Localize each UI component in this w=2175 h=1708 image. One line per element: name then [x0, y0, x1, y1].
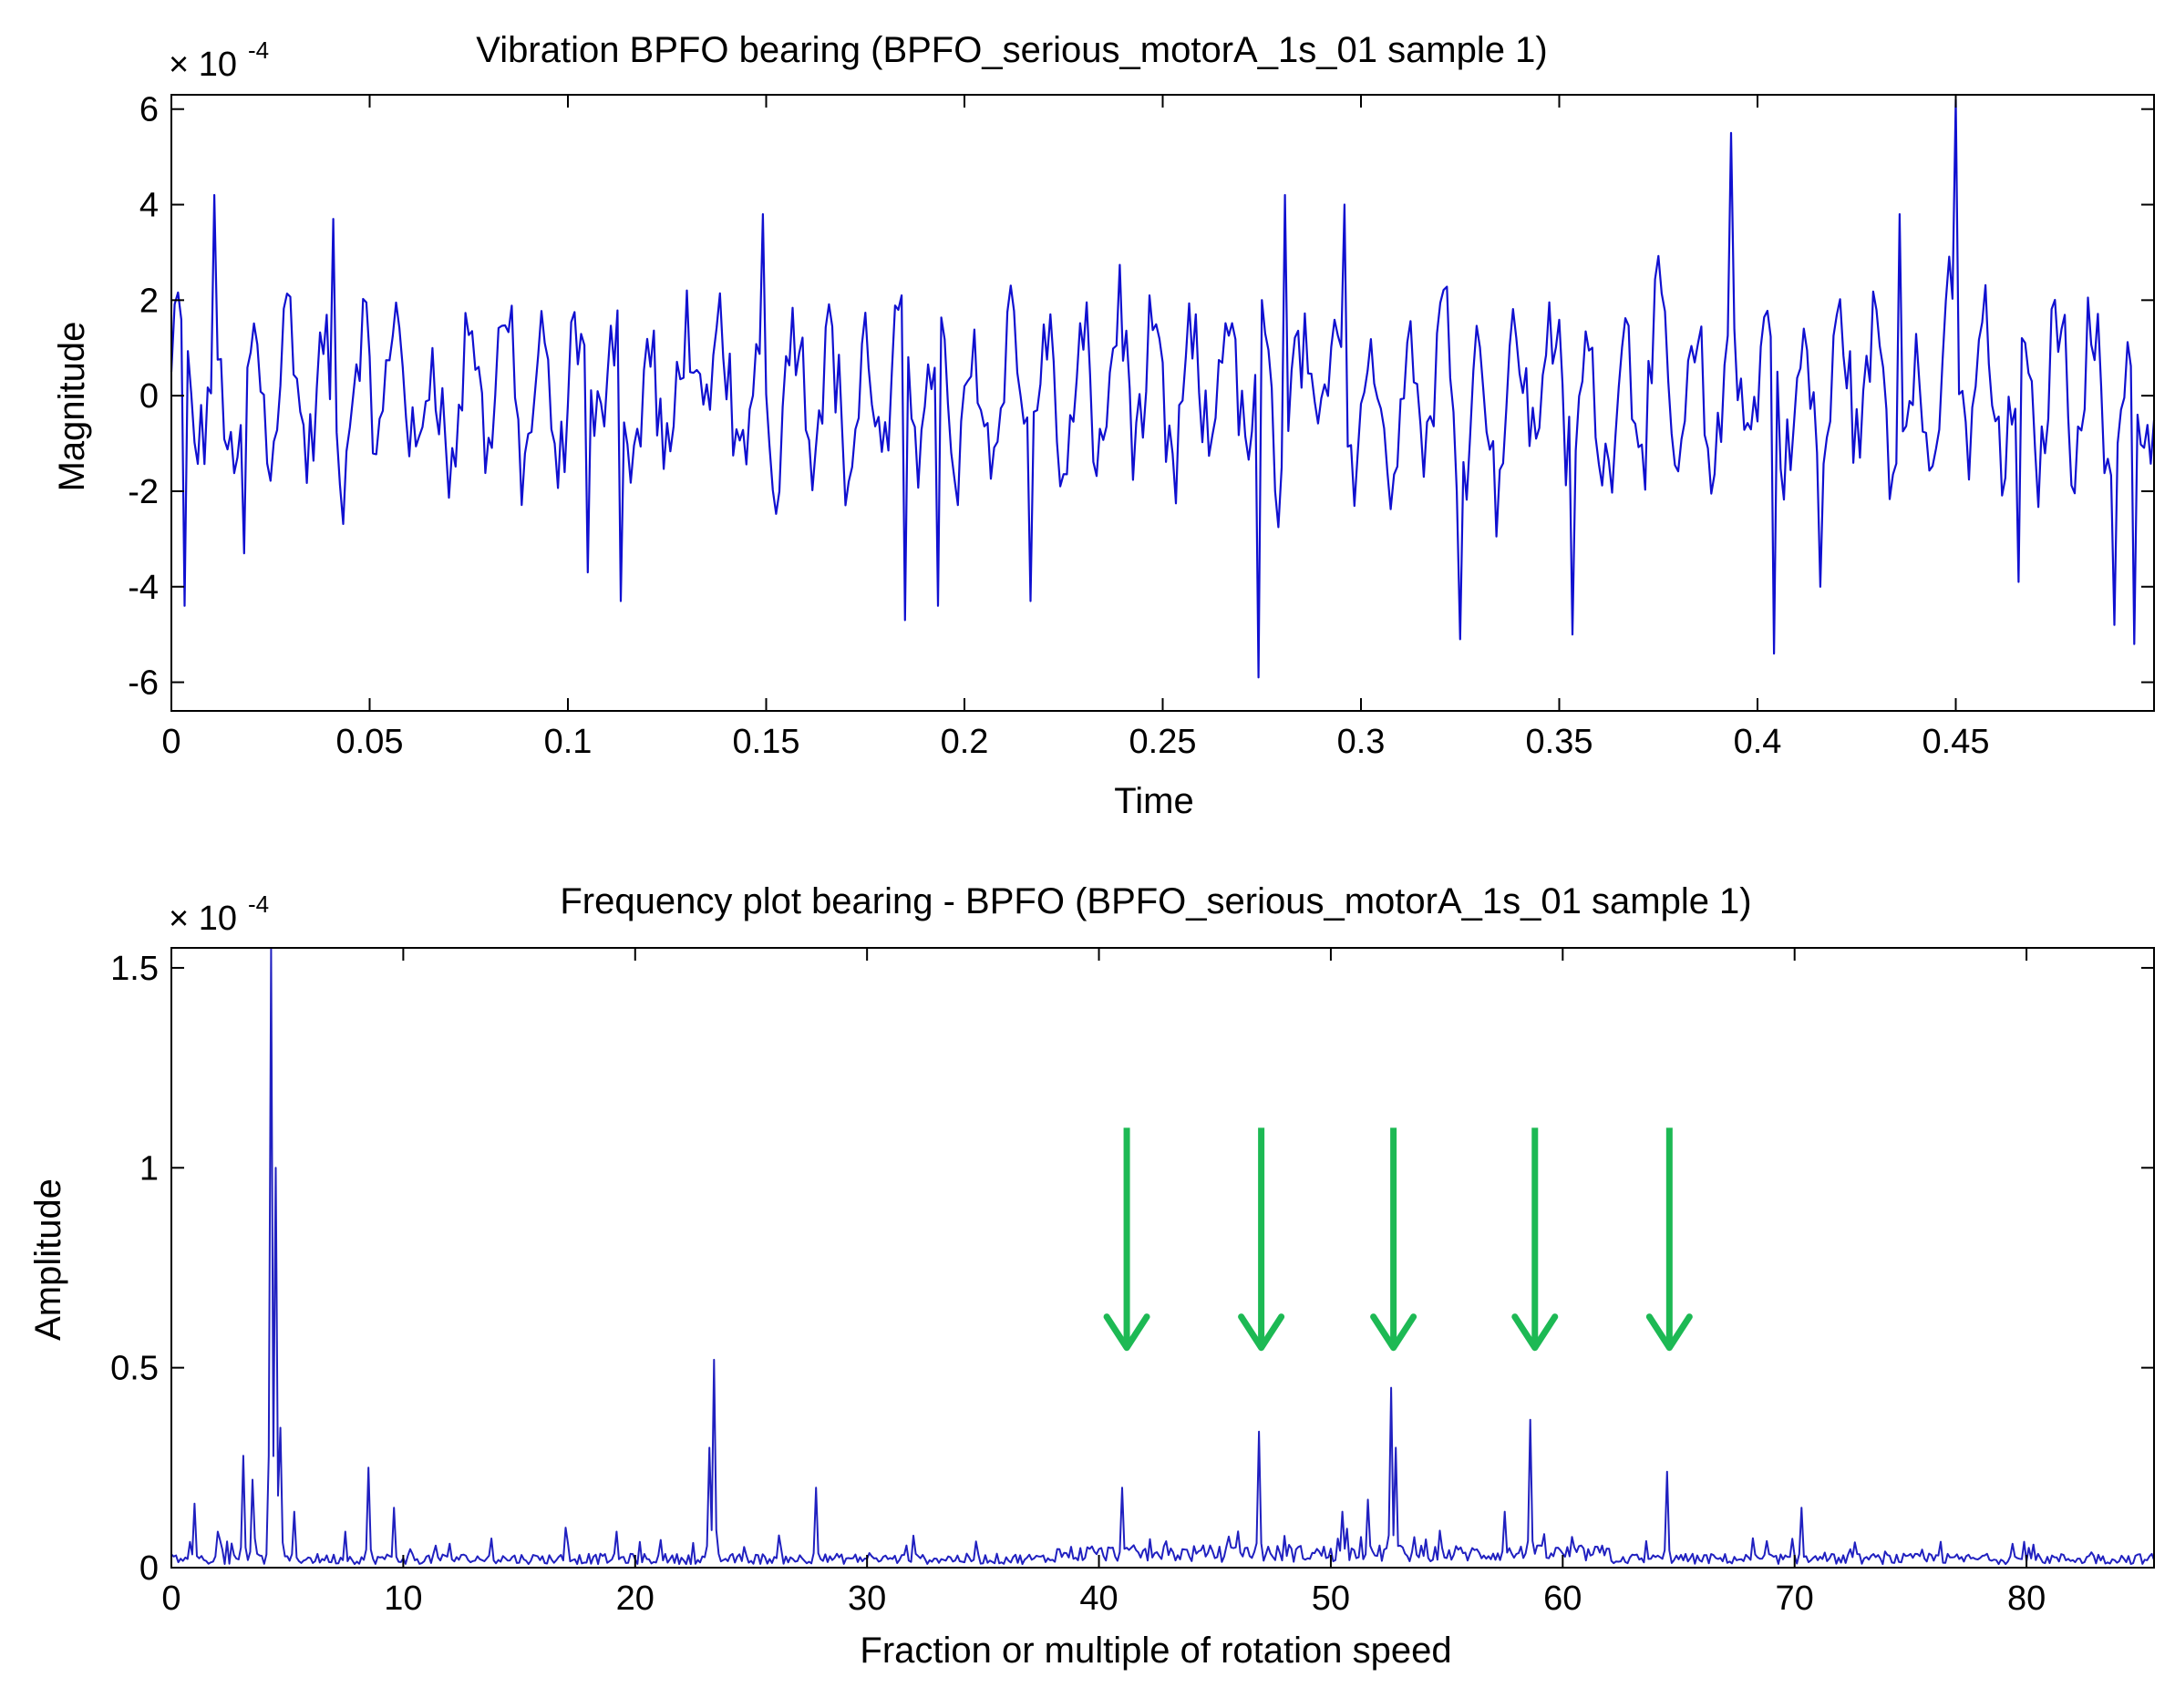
annotation-arrow — [1370, 1127, 1417, 1352]
y-tick-label: 2 — [139, 282, 159, 320]
arrow-head — [1103, 1313, 1150, 1352]
plot-frame — [170, 94, 2155, 712]
x-tick-label: 0.2 — [941, 723, 989, 761]
chart-title: Vibration BPFO bearing (BPFO_serious_mot… — [476, 30, 1547, 70]
x-tick-label: 60 — [1543, 1579, 1582, 1618]
y-tick-label: 0 — [139, 1549, 159, 1588]
tick-group: 0 0.05 0.1 0.15 0.2 0.25 0.3 0.35 0.4 0.45 -6 -4 -2 0… — [128, 91, 2154, 761]
x-tick-label: 30 — [848, 1579, 886, 1618]
y-tick-label: -4 — [128, 569, 159, 607]
series-group — [170, 98, 2156, 679]
frequency-domain-chart: Frequency plot bearing - BPFO (BPFO_seri… — [28, 881, 2155, 1671]
x-tick-label: 0.4 — [1734, 723, 1782, 761]
x-tick-label: 0 — [161, 723, 180, 761]
arrow-head — [1370, 1313, 1417, 1352]
plot-background — [171, 95, 2154, 711]
tick-group: 0 10 20 30 40 50 60 70 80 0 0.5 1 1.5 — [110, 948, 2154, 1618]
x-tick-label: 70 — [1776, 1579, 1814, 1618]
arrow-head — [1645, 1313, 1693, 1352]
y-tick-label: 1 — [139, 1149, 159, 1188]
y-tick-label: 1.5 — [110, 950, 159, 988]
exponent-base: × 10 — [169, 46, 237, 84]
y-axis-label: Magnitude — [52, 322, 92, 492]
x-tick-label: 0 — [161, 1579, 180, 1618]
plot-area: 0 10 20 30 40 50 60 70 80 0 0.5 1 1.5 — [110, 947, 2155, 1618]
chart-title: Frequency plot bearing - BPFO (BPFO_seri… — [560, 881, 1751, 921]
exponent-power: -4 — [248, 890, 269, 918]
y-tick-label: 6 — [139, 91, 159, 129]
exponent-power: -4 — [248, 36, 269, 64]
annotation-arrow — [1645, 1127, 1693, 1352]
series-line-vibration — [170, 98, 2156, 679]
x-tick-label: 40 — [1079, 1579, 1118, 1618]
annotation-arrow — [1103, 1127, 1150, 1352]
plot-area: 0 0.05 0.1 0.15 0.2 0.25 0.3 0.35 0.4 0.45 -6 -4 -2 0… — [128, 91, 2156, 761]
x-tick-label: 0.15 — [733, 723, 800, 761]
series-line-spectrum — [170, 947, 2155, 1566]
x-tick-label: 0.1 — [544, 723, 593, 761]
exponent-label: × 10 -4 — [169, 890, 269, 938]
y-tick-label: 0.5 — [110, 1350, 159, 1388]
x-tick-label: 0.3 — [1337, 723, 1386, 761]
arrow-head — [1238, 1313, 1285, 1352]
x-tick-label: 0.25 — [1129, 723, 1197, 761]
y-tick-label: 0 — [139, 377, 159, 416]
x-tick-label: 0.05 — [336, 723, 404, 761]
exponent-label: × 10 -4 — [169, 36, 269, 84]
plot-frame — [170, 947, 2155, 1569]
x-axis-label: Time — [1114, 781, 1193, 821]
y-tick-label: -6 — [128, 664, 159, 703]
y-axis-label: Amplitude — [28, 1178, 68, 1341]
arrow-head — [1511, 1313, 1559, 1352]
y-tick-label: -2 — [128, 473, 159, 511]
x-tick-label: 20 — [616, 1579, 655, 1618]
time-domain-chart: Vibration BPFO bearing (BPFO_serious_mot… — [52, 30, 2156, 821]
x-axis-label: Fraction or multiple of rotation speed — [860, 1631, 1451, 1671]
series-group — [170, 947, 2155, 1566]
plot-background — [171, 948, 2154, 1568]
exponent-base: × 10 — [169, 900, 237, 938]
annotation-group — [1103, 1127, 1693, 1352]
x-tick-label: 80 — [2007, 1579, 2046, 1618]
x-tick-label: 50 — [1312, 1579, 1350, 1618]
x-tick-label: 0.45 — [1922, 723, 1990, 761]
y-tick-label: 4 — [139, 187, 159, 225]
x-tick-label: 0.35 — [1526, 723, 1593, 761]
x-tick-label: 10 — [384, 1579, 422, 1618]
annotation-arrow — [1238, 1127, 1285, 1352]
annotation-arrow — [1511, 1127, 1559, 1352]
